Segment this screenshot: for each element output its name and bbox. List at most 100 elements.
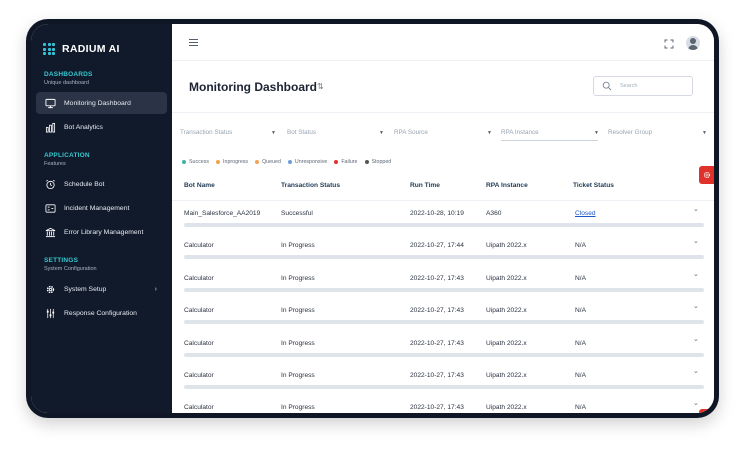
filter-label: RPA Source bbox=[394, 129, 428, 136]
expand-chevron-icon[interactable]: ⌄ bbox=[693, 238, 699, 246]
app-window: RADIUM AI DASHBOARDS Unique dashboard Mo… bbox=[31, 24, 714, 413]
filter-bot-status[interactable]: Bot Status ▼ bbox=[287, 129, 385, 141]
row-progress-bar bbox=[184, 385, 704, 389]
row-progress-bar bbox=[184, 352, 704, 357]
legend-item-queued[interactable]: Queued bbox=[255, 159, 281, 165]
radium-logo-icon bbox=[43, 43, 55, 55]
sidebar-item-incident-management[interactable]: Incident Management bbox=[36, 197, 167, 219]
cell-rpa-instance: Uipath 2022.x bbox=[486, 372, 527, 379]
column-header-rpa-instance[interactable]: RPA Instance bbox=[486, 182, 528, 189]
cell-bot-name: Calculator bbox=[184, 242, 214, 250]
sidebar-item-error-library-management[interactable]: Error Library Management bbox=[36, 221, 167, 243]
table-row[interactable]: Calculator In Progress 2022-10-27, 17:43 Ui… bbox=[172, 396, 714, 413]
legend-item-success[interactable]: Success bbox=[182, 159, 209, 165]
legend-dot bbox=[287, 160, 292, 164]
brand[interactable]: RADIUM AI bbox=[31, 38, 172, 60]
sidebar-item-response-configuration[interactable]: Response Configuration bbox=[36, 302, 167, 324]
table-row[interactable]: Main_Salesforce_AA2019 Successful 2022-10-… bbox=[172, 202, 714, 234]
library-icon bbox=[44, 226, 56, 238]
sidebar-item-system-setup[interactable]: System Setup › bbox=[36, 278, 167, 300]
user-avatar[interactable] bbox=[686, 36, 700, 50]
cell-run-time: 2022-10-27, 17:43 bbox=[410, 307, 464, 315]
alarm-clock-icon bbox=[44, 178, 56, 190]
table-row[interactable]: Calculator In Progress 2022-10-27, 17:43 Ui… bbox=[172, 299, 714, 331]
search-icon bbox=[602, 81, 612, 91]
filter-label: Bot Status bbox=[287, 129, 317, 136]
table-row[interactable]: Calculator In Progress 2022-10-27, 17:43 Ui… bbox=[172, 332, 714, 364]
expand-chevron-icon[interactable]: ⌄ bbox=[693, 303, 699, 311]
cell-transaction-status: In Progress bbox=[281, 242, 315, 250]
table-row[interactable]: Calculator In Progress 2022-10-27, 17:43 Ui… bbox=[172, 267, 714, 299]
incident-icon bbox=[44, 202, 56, 214]
section-subtitle-settings: System Configuration bbox=[44, 266, 97, 272]
main-content: Monitoring Dashboard ⇅ Search Transactio… bbox=[172, 24, 714, 413]
legend-label: Failure bbox=[341, 159, 358, 165]
cell-ticket-status[interactable]: Closed bbox=[575, 210, 596, 217]
chevron-right-icon: › bbox=[154, 285, 157, 293]
cell-rpa-instance: Uipath 2022.x bbox=[486, 339, 527, 347]
filter-transaction-status[interactable]: Transaction Status ▼ bbox=[180, 129, 276, 141]
column-header-transaction-status[interactable]: Transaction Status bbox=[281, 182, 340, 189]
cell-ticket-status: N/A bbox=[575, 242, 586, 250]
column-header-ticket-status[interactable]: Ticket Status bbox=[573, 182, 614, 189]
filter-rpa-instance[interactable]: RPA Instance ▼ bbox=[501, 129, 599, 141]
cell-bot-name: Calculator bbox=[184, 404, 214, 412]
hamburger-menu-icon[interactable] bbox=[189, 39, 198, 46]
sidebar-item-bot-analytics[interactable]: Bot Analytics bbox=[36, 116, 167, 138]
fullscreen-icon[interactable] bbox=[664, 39, 674, 49]
expand-chevron-icon[interactable]: ⌄ bbox=[693, 368, 699, 375]
legend-item-unresponsive[interactable]: Unresponsive bbox=[287, 159, 328, 165]
section-title-dashboards: DASHBOARDS bbox=[44, 71, 93, 78]
caret-down-icon: ▼ bbox=[594, 130, 599, 136]
legend-label: Queued bbox=[262, 159, 281, 165]
search-input[interactable]: Search bbox=[593, 76, 693, 96]
row-progress-bar bbox=[184, 320, 704, 325]
cell-ticket-status: N/A bbox=[575, 404, 586, 412]
filter-rpa-source[interactable]: RPA Source ▼ bbox=[394, 129, 493, 141]
table-row[interactable]: Calculator In Progress 2022-10-27, 17:43 Ui… bbox=[172, 364, 714, 396]
section-title-settings: SETTINGS bbox=[44, 257, 79, 264]
table-header: Bot Name Transaction Status Run Time RPA… bbox=[172, 182, 714, 198]
cell-rpa-instance: Uipath 2022.x bbox=[486, 274, 527, 282]
secondary-fab[interactable] bbox=[699, 409, 714, 413]
column-header-run-time[interactable]: Run Time bbox=[410, 182, 440, 189]
table-divider bbox=[172, 200, 714, 201]
cell-run-time: 2022-10-27, 17:43 bbox=[410, 404, 464, 412]
sidebar-item-schedule-bot[interactable]: Schedule Bot bbox=[36, 173, 167, 195]
legend-item-failure[interactable]: Failure bbox=[334, 159, 358, 165]
legend-item-stopped[interactable]: Stopped bbox=[364, 159, 391, 165]
sidebar-item-label: Response Configuration bbox=[64, 309, 137, 317]
table-row[interactable]: Calculator In Progress 2022-10-27, 17:44 Ui… bbox=[172, 234, 714, 266]
cell-bot-name: Main_Salesforce_AA2019 bbox=[184, 210, 261, 217]
caret-down-icon: ▼ bbox=[271, 130, 276, 136]
filter-resolver-group[interactable]: Resolver Group ▼ bbox=[608, 129, 710, 141]
cell-transaction-status: In Progress bbox=[281, 307, 315, 315]
sidebar-item-monitoring-dashboard[interactable]: Monitoring Dashboard bbox=[36, 92, 167, 114]
cell-ticket-status: N/A bbox=[575, 339, 586, 347]
settings-fab[interactable] bbox=[699, 166, 714, 184]
cell-run-time: 2022-10-27, 17:44 bbox=[410, 242, 464, 250]
expand-chevron-icon[interactable]: ⌄ bbox=[693, 206, 699, 213]
expand-chevron-icon[interactable]: ⌄ bbox=[693, 270, 699, 278]
cell-bot-name: Calculator bbox=[184, 307, 214, 315]
device-frame: RADIUM AI DASHBOARDS Unique dashboard Mo… bbox=[26, 19, 719, 418]
cell-bot-name: Calculator bbox=[184, 339, 214, 347]
expand-chevron-icon[interactable]: ⌄ bbox=[693, 400, 699, 408]
brand-name: RADIUM AI bbox=[62, 43, 120, 55]
cell-transaction-status: In Progress bbox=[281, 404, 315, 412]
section-subtitle-dashboards: Unique dashboard bbox=[44, 80, 89, 86]
column-header-bot-name[interactable]: Bot Name bbox=[184, 182, 215, 189]
sidebar-item-label: Bot Analytics bbox=[64, 123, 103, 131]
refresh-icon[interactable]: ⇅ bbox=[317, 82, 324, 91]
legend-dot bbox=[334, 160, 339, 164]
expand-chevron-icon[interactable]: ⌄ bbox=[693, 335, 699, 343]
sidebar-item-label: Incident Management bbox=[64, 204, 130, 212]
legend-label: Unresponsive bbox=[294, 159, 328, 165]
row-progress-bar bbox=[184, 287, 704, 292]
cell-bot-name: Calculator bbox=[184, 372, 214, 379]
cell-run-time: 2022-10-28, 10:19 bbox=[410, 210, 464, 217]
legend-dot bbox=[364, 160, 369, 164]
sidebar: RADIUM AI DASHBOARDS Unique dashboard Mo… bbox=[31, 24, 172, 413]
caret-down-icon: ▼ bbox=[379, 130, 384, 136]
legend-item-inprogress[interactable]: Inprogress bbox=[216, 159, 248, 165]
